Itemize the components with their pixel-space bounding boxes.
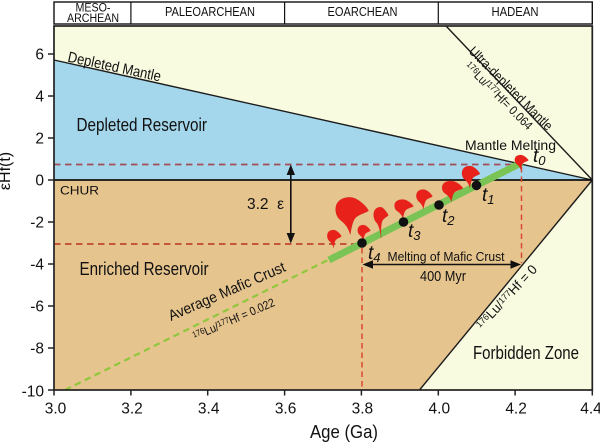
- svg-text:EOARCHEAN: EOARCHEAN: [328, 5, 398, 19]
- svg-text:Enriched Reservoir: Enriched Reservoir: [80, 259, 209, 279]
- svg-text:4.4: 4.4: [580, 401, 600, 418]
- svg-text:Mantle Melting: Mantle Melting: [465, 137, 556, 153]
- svg-text:Depleted Reservoir: Depleted Reservoir: [77, 115, 208, 135]
- svg-text:6: 6: [35, 47, 44, 64]
- svg-text:-6: -6: [30, 299, 44, 316]
- svg-text:Forbidden Zone: Forbidden Zone: [473, 343, 579, 363]
- svg-text:-4: -4: [30, 257, 44, 274]
- svg-text:εHf(t): εHf(t): [0, 152, 14, 190]
- svg-text:4: 4: [35, 89, 44, 106]
- svg-text:CHUR: CHUR: [60, 184, 99, 198]
- svg-text:Age (Ga): Age (Ga): [310, 421, 378, 442]
- svg-text:-2: -2: [30, 215, 44, 232]
- svg-text:0: 0: [35, 173, 44, 190]
- svg-text:3.0: 3.0: [45, 401, 67, 418]
- svg-text:3.2: 3.2: [121, 401, 143, 418]
- svg-text:-10: -10: [22, 384, 45, 401]
- svg-text:3.8: 3.8: [352, 401, 374, 418]
- svg-text:3.2 ε: 3.2 ε: [247, 196, 284, 213]
- svg-text:HADEAN: HADEAN: [492, 5, 539, 19]
- svg-text:3.6: 3.6: [275, 401, 297, 418]
- svg-text:4.2: 4.2: [505, 401, 527, 418]
- svg-text:ARCHEAN: ARCHEAN: [67, 13, 119, 25]
- svg-text:MESO-: MESO-: [76, 3, 111, 15]
- svg-text:4.0: 4.0: [429, 401, 451, 418]
- svg-text:Melting of Mafic Crust: Melting of Mafic Crust: [388, 250, 505, 264]
- svg-text:PALEOARCHEAN: PALEOARCHEAN: [165, 5, 255, 19]
- svg-text:3.4: 3.4: [198, 401, 220, 418]
- svg-text:2: 2: [35, 131, 44, 148]
- svg-text:-8: -8: [30, 341, 44, 358]
- svg-text:400 Myr: 400 Myr: [420, 268, 466, 285]
